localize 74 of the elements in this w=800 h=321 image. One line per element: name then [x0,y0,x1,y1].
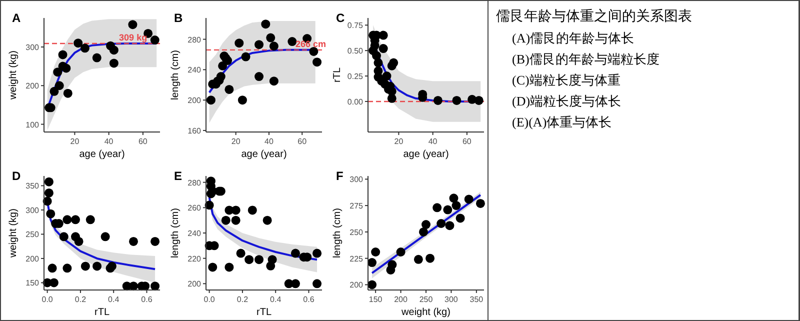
y-tick-label: 200 [26,254,40,264]
x-tick-label: 60 [138,137,148,146]
y-tick-label: 300 [26,42,40,52]
x-tick-label: 0.0 [42,295,54,304]
text: (E)(A)体重与体长 [512,114,612,130]
x-axis-title: rTL [256,307,272,318]
x-tick-label: 0.0 [204,295,216,304]
chart-title: D [12,169,21,183]
y-tick-label: 200 [350,280,364,290]
text: (B)儒艮的年龄与端粒长度 [512,52,660,66]
x-tick-label: 250 [419,295,434,304]
y-tick-label: 150 [26,278,40,288]
y-tick-label: 200 [188,280,202,289]
x-tick-label: 150 [368,295,383,304]
y-tick-label: 275 [350,202,364,211]
y-tick-label: 0.75 [347,21,364,30]
y-tick-label: 260 [188,204,202,213]
chart-title: B [174,11,183,25]
y-axis-title: length (cm) [170,208,181,258]
x-tick-label: 20 [394,137,404,146]
text: (A)儒艮的年龄与体长 [512,30,634,46]
x-tick-label: 40 [428,137,438,146]
y-tick-label: 200 [188,96,202,106]
y-tick-label: 0.25 [347,72,364,82]
x-tick-label: 200 [394,295,408,304]
x-tick-label: 60 [462,137,472,146]
y-axis-title: length (cm) [332,208,343,258]
y-tick-label: 280 [188,35,202,44]
x-tick-label: 0.4 [108,295,120,304]
y-tick-label: 240 [188,66,202,75]
x-tick-label: 0.2 [74,295,87,304]
y-axis-title: weight (kg) [8,50,19,100]
y-tick-label: 200 [26,82,40,91]
y-tick-label: 225 [350,254,364,264]
x-axis-title: age (year) [241,149,287,160]
text: 儒艮年龄与体重之间的关系图表 [496,8,692,24]
text: (D)端粒长度与体长 [512,94,622,108]
annotation: 309 kg [119,32,148,43]
chart-title: E [174,169,182,183]
x-tick-label: 350 [470,295,484,304]
y-axis-title: length (cm) [170,50,181,100]
y-axis-title: weight (kg) [8,208,19,258]
x-tick-label: 0.2 [236,295,249,304]
y-tick-label: 0.00 [347,97,364,106]
y-tick-label: 300 [26,206,40,215]
x-axis-title: age (year) [403,149,449,160]
x-tick-label: 0.4 [270,295,282,304]
y-axis-title: rTL [332,67,343,82]
y-tick-label: 240 [188,229,202,238]
x-axis-title: age (year) [79,149,125,160]
chart-title: F [336,169,344,183]
x-axis-title: rTL [94,307,110,318]
y-tick-label: 250 [26,230,40,240]
x-tick-label: 20 [231,137,241,146]
x-tick-label: 0.6 [303,295,315,304]
y-tick-label: 100 [26,120,40,130]
chart-title: C [336,11,345,25]
text: (C)端粒长度与体重 [512,72,620,88]
y-tick-label: 300 [350,175,364,184]
y-tick-label: 280 [188,178,202,188]
annotation: 266 cm [295,38,326,49]
x-tick-label: 20 [70,137,80,146]
y-tick-label: 160 [188,126,202,136]
y-tick-label: 0.50 [347,46,364,56]
x-axis-title: weight (kg) [400,307,450,318]
x-tick-label: 40 [104,137,114,146]
y-tick-label: 220 [188,254,202,264]
x-tick-label: 40 [264,137,274,146]
x-tick-label: 300 [444,295,458,304]
x-tick-label: 60 [298,137,308,146]
chart-title: A [12,11,21,25]
x-tick-label: 0.6 [141,295,153,304]
y-tick-label: 250 [350,228,364,237]
y-tick-label: 350 [26,182,40,191]
